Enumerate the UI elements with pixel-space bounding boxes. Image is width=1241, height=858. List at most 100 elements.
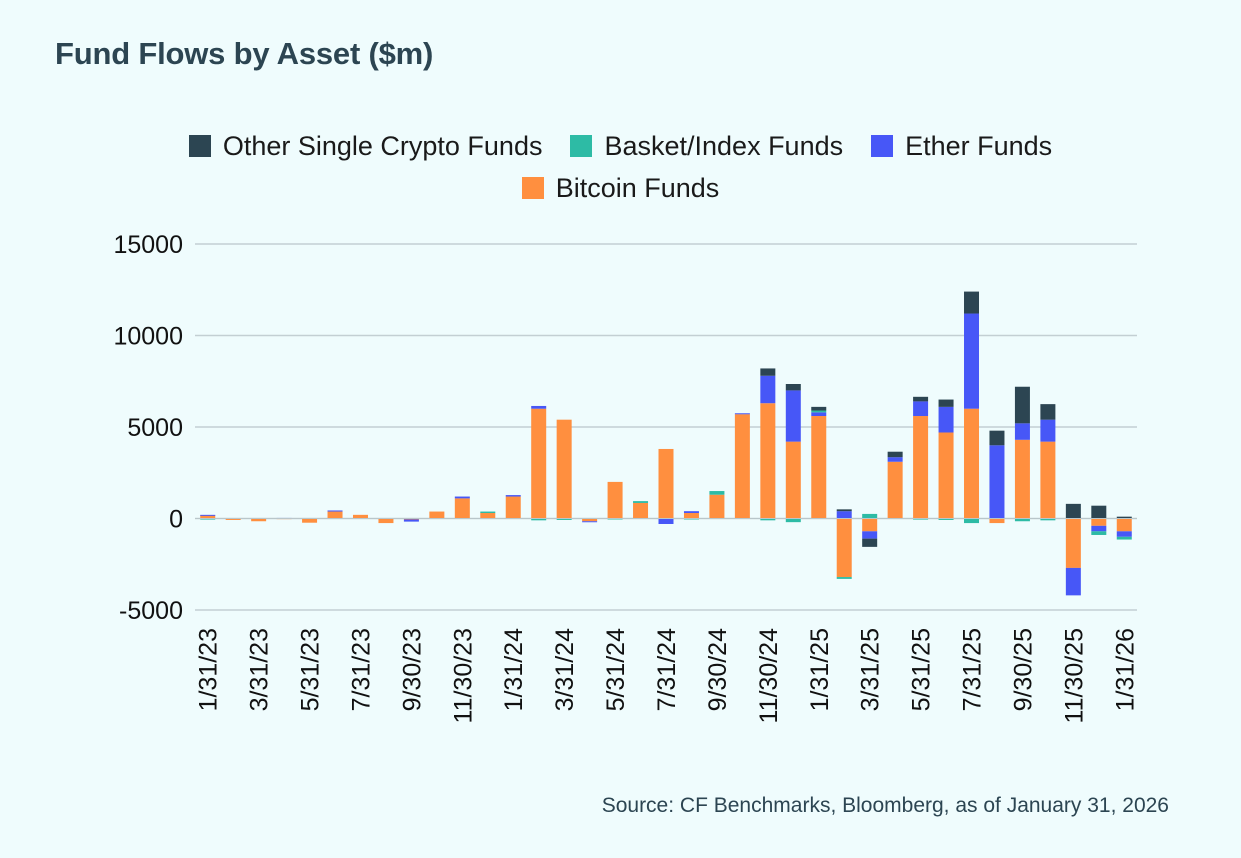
bar-segment bbox=[785, 384, 801, 391]
bar-segment bbox=[1116, 516, 1132, 519]
bar-segment bbox=[1014, 518, 1030, 522]
bar-segment bbox=[556, 419, 572, 519]
bar-segment bbox=[1040, 404, 1056, 420]
bar-segment bbox=[1091, 525, 1107, 532]
bar-segment bbox=[811, 416, 827, 519]
bar-segment bbox=[200, 518, 216, 520]
bar-segment bbox=[989, 445, 1005, 519]
x-tick-label: 11/30/24 bbox=[755, 628, 783, 724]
bar-segment bbox=[811, 406, 827, 411]
bar-segment bbox=[582, 518, 598, 522]
bar-segment bbox=[633, 502, 649, 519]
bar-segment bbox=[836, 509, 852, 512]
x-tick-label: 3/31/23 bbox=[246, 628, 274, 711]
bar-segment bbox=[225, 518, 241, 520]
source-note: Source: CF Benchmarks, Bloomberg, as of … bbox=[601, 794, 1169, 817]
legend-swatch bbox=[570, 135, 593, 157]
bar-segment bbox=[1091, 505, 1107, 519]
bar-segment bbox=[964, 518, 980, 524]
x-tick-label: 9/30/23 bbox=[398, 628, 426, 711]
x-tick-label: 7/31/25 bbox=[959, 628, 987, 711]
bar-segment bbox=[505, 496, 521, 519]
bar-segment bbox=[760, 518, 776, 521]
bar-segment bbox=[785, 390, 801, 442]
legend-item-basket-index: Basket/Index Funds bbox=[570, 131, 843, 162]
bar-segment bbox=[811, 412, 827, 417]
bar-segment bbox=[531, 405, 547, 409]
legend-label: Other Single Crypto Funds bbox=[222, 130, 543, 161]
bar-segment bbox=[836, 577, 852, 579]
legend-row-2: Bitcoin Funds bbox=[0, 167, 1241, 209]
bar-segment bbox=[1116, 531, 1132, 537]
bar-segment bbox=[836, 518, 852, 578]
bar-segment bbox=[938, 406, 954, 433]
bar-segment bbox=[709, 494, 725, 519]
bar-segment bbox=[760, 375, 776, 404]
x-tick-label: 3/31/24 bbox=[551, 628, 579, 712]
x-tick-label: 1/31/23 bbox=[195, 628, 223, 711]
bar-segment bbox=[913, 416, 929, 519]
bar-segment bbox=[862, 518, 878, 532]
bar-segment bbox=[658, 518, 674, 524]
bar-segment bbox=[887, 451, 903, 458]
bar-segment bbox=[352, 514, 368, 519]
bar-segment bbox=[836, 511, 852, 519]
y-tick-label: -5000 bbox=[119, 597, 183, 625]
y-tick-label: 15000 bbox=[113, 231, 183, 259]
bar-segment bbox=[811, 410, 827, 413]
bar-segment bbox=[1065, 567, 1081, 596]
bar-segment bbox=[531, 518, 547, 521]
bar-segment bbox=[327, 510, 343, 512]
bar-segment bbox=[1065, 503, 1081, 519]
bar-segment bbox=[760, 403, 776, 519]
bar-segment bbox=[582, 521, 598, 523]
legend-item-ether: Ether Funds bbox=[871, 131, 1052, 162]
bar-segment bbox=[1040, 441, 1056, 519]
bar-segment bbox=[200, 514, 216, 516]
x-tick-label: 5/31/24 bbox=[602, 628, 630, 712]
bar-segment bbox=[862, 538, 878, 547]
bar-segment bbox=[709, 491, 725, 495]
legend-swatch bbox=[188, 135, 211, 157]
bar-segment bbox=[480, 513, 496, 519]
bar-segment bbox=[964, 313, 980, 409]
legend-label: Basket/Index Funds bbox=[604, 130, 844, 161]
x-tick-label: 1/31/26 bbox=[1111, 628, 1139, 711]
legend-row-1: Other Single Crypto Funds Basket/Index F… bbox=[0, 125, 1241, 167]
bar-segment bbox=[887, 461, 903, 519]
bar-segment bbox=[200, 515, 216, 519]
bar-segment bbox=[683, 513, 699, 519]
bar-segment bbox=[913, 401, 929, 417]
bar-segment bbox=[633, 501, 649, 503]
bar-segment bbox=[505, 495, 521, 497]
x-tick-label: 9/30/24 bbox=[704, 628, 732, 712]
x-tick-label: 11/30/23 bbox=[449, 628, 477, 723]
chart-legend: Other Single Crypto Funds Basket/Index F… bbox=[0, 125, 1241, 209]
x-tick-label: 7/31/23 bbox=[347, 628, 375, 711]
x-tick-label: 1/31/25 bbox=[806, 628, 834, 711]
bar-segment bbox=[302, 518, 318, 523]
bar-segment bbox=[1091, 531, 1107, 535]
bar-segment bbox=[556, 518, 572, 520]
y-tick-label: 5000 bbox=[127, 414, 183, 442]
x-tick-label: 3/31/25 bbox=[857, 628, 885, 711]
bar-segment bbox=[887, 457, 903, 462]
bar-segment bbox=[760, 368, 776, 376]
x-tick-label: 5/31/23 bbox=[297, 628, 325, 711]
bar-segment bbox=[938, 518, 954, 520]
chart-title: Fund Flows by Asset ($m) bbox=[55, 36, 434, 71]
bar-segment bbox=[734, 414, 750, 519]
bar-segment bbox=[403, 519, 419, 522]
bar-segment bbox=[785, 518, 801, 523]
bar-segment bbox=[378, 518, 394, 524]
x-tick-label: 11/30/25 bbox=[1060, 628, 1088, 723]
bar-segment bbox=[862, 513, 878, 519]
x-tick-label: 5/31/25 bbox=[908, 628, 936, 711]
bar-segment bbox=[913, 396, 929, 402]
bar-segment bbox=[862, 531, 878, 539]
bar-segment bbox=[607, 481, 623, 519]
bar-segment bbox=[1116, 536, 1132, 540]
bar-segment bbox=[964, 291, 980, 314]
bar-segment bbox=[938, 399, 954, 407]
